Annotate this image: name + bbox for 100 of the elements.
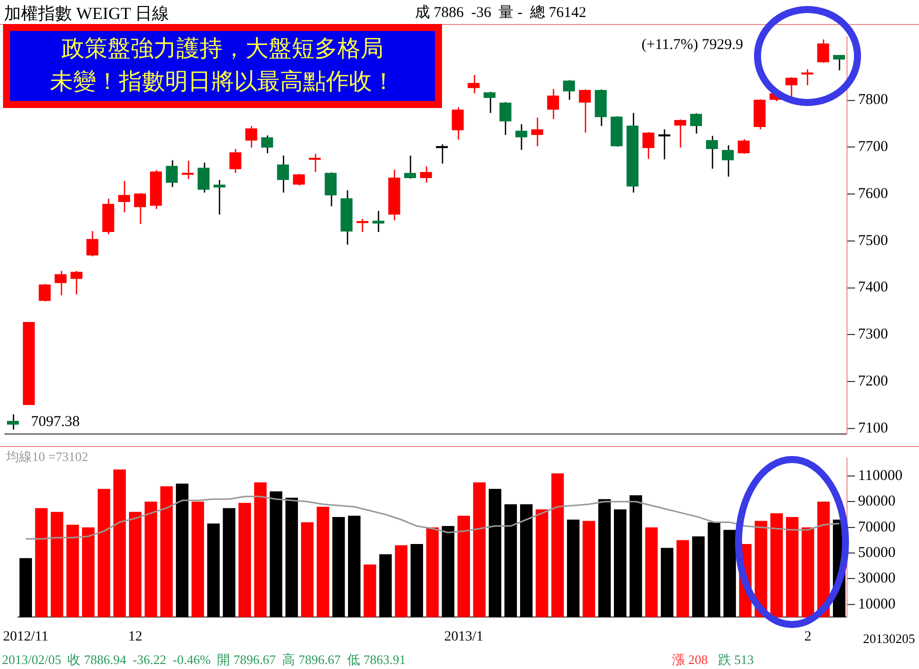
candlestick <box>182 160 194 180</box>
candlestick <box>245 125 258 148</box>
x-tick-label: 12 <box>128 629 142 644</box>
x-tick-label: 2012/11 <box>3 629 48 644</box>
bar <box>630 495 642 618</box>
bar <box>520 504 533 618</box>
bar <box>66 524 79 618</box>
candlestick <box>563 79 575 100</box>
candlestick <box>658 128 670 160</box>
bar <box>379 554 392 618</box>
y-tick-label: 7300 <box>858 326 888 343</box>
bar <box>160 486 173 618</box>
candlestick <box>436 144 448 164</box>
candlestick <box>468 74 480 94</box>
bar <box>144 502 158 618</box>
candlestick <box>722 144 734 178</box>
candlestick <box>198 162 210 194</box>
candlestick <box>578 88 591 134</box>
chart-title: 加權指數 WEIGT 日線 <box>4 3 169 25</box>
candlestick <box>404 154 416 180</box>
y-tick-label: 7800 <box>858 92 888 108</box>
y-tick-label: 7600 <box>858 186 888 202</box>
candlestick <box>515 124 528 151</box>
candlestick <box>785 76 798 98</box>
bar <box>128 512 142 618</box>
candlestick <box>229 148 242 174</box>
candlestick <box>86 230 98 258</box>
candlestick <box>214 179 226 216</box>
text: 2013/02/05 收 7886.94 -36.22 -0.46% 開 7896.67 高 7896.67 低 7863.91 <box>2 651 406 669</box>
bar <box>35 508 48 618</box>
candlestick <box>817 38 830 64</box>
text: 成 7886 -36 量 - 總 76142 <box>415 4 586 22</box>
bar <box>270 491 282 618</box>
bar <box>566 520 580 618</box>
text: 跌 513 <box>718 651 754 669</box>
candlestick <box>801 68 814 86</box>
bar <box>82 527 95 618</box>
candlestick <box>118 180 130 213</box>
candlestick <box>166 160 178 188</box>
annotation: (+11.7%) 7929.9 <box>642 36 744 53</box>
bar <box>113 470 126 618</box>
candlestick <box>324 172 337 207</box>
bar <box>504 504 517 618</box>
y-tick-label: 50000 <box>858 544 896 561</box>
bar <box>410 544 424 618</box>
bar <box>488 488 502 618</box>
bar <box>614 509 626 618</box>
annotation: 未變！指數明日將以最高點作收！ <box>49 68 396 97</box>
bar <box>348 516 360 618</box>
bar <box>786 517 799 618</box>
candlestick <box>499 102 512 136</box>
bar <box>692 536 705 618</box>
y-tick-label: 7400 <box>858 280 888 296</box>
bar <box>364 564 376 618</box>
candlestick <box>6 414 19 430</box>
candlestick <box>292 173 305 186</box>
bar <box>50 512 64 618</box>
callout-box: 政策盤強力護持，大盤短多格局 未變！指數明日將以最高點作收！ <box>3 24 442 108</box>
candlestick <box>674 118 686 148</box>
y-tick-label: 10000 <box>858 596 896 612</box>
bar <box>222 508 236 618</box>
bar <box>457 516 470 618</box>
bar <box>802 527 814 618</box>
candlestick <box>38 283 51 302</box>
bar <box>676 540 690 618</box>
text: 20130205 <box>863 631 915 647</box>
bar <box>192 502 204 618</box>
candlestick <box>452 106 464 140</box>
x-tick-label: 2 <box>804 629 812 644</box>
candlestick <box>420 166 432 184</box>
candlestick <box>134 192 146 225</box>
bar <box>473 482 486 618</box>
bar <box>770 513 783 618</box>
y-tick-label: 30000 <box>858 570 896 587</box>
candlestick <box>261 134 274 154</box>
annotation: 政策盤強力護持，大盤短多格局 <box>60 35 384 64</box>
candlestick <box>690 112 702 134</box>
x-tick-label: 2013/1 <box>444 629 484 644</box>
candlestick <box>738 138 750 154</box>
candlestick <box>372 210 384 233</box>
candlestick <box>484 91 496 114</box>
candlestick <box>70 270 82 295</box>
bar <box>238 502 251 618</box>
bar <box>98 488 110 618</box>
y-tick-label: 90000 <box>858 494 896 510</box>
bar <box>645 527 658 618</box>
candlestick <box>308 153 321 173</box>
text: 均線10 =73102 <box>6 448 88 466</box>
y-tick-label: 110000 <box>858 468 902 484</box>
y-tick-label: 70000 <box>858 519 896 536</box>
text: 漲 208 <box>672 651 708 669</box>
bar <box>332 517 345 618</box>
bar <box>442 526 454 618</box>
candlestick <box>706 135 718 170</box>
y-tick-label: 7500 <box>858 232 888 249</box>
candlestick <box>277 154 289 194</box>
bar <box>176 484 188 618</box>
bar <box>708 522 720 618</box>
candlestick <box>642 132 654 160</box>
bar <box>426 527 439 618</box>
